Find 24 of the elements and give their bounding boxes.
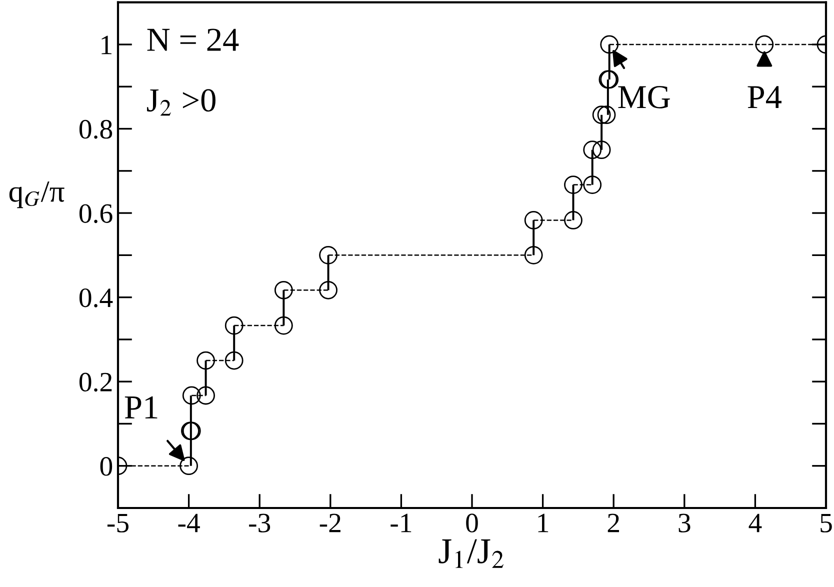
- x-tick-label: -2: [320, 514, 340, 532]
- annotation: N = 24: [147, 28, 239, 51]
- y-tick-label: 0.6: [79, 204, 112, 224]
- x-tick-label: -1: [390, 514, 412, 532]
- y-tick-label: 0.2: [79, 372, 112, 392]
- y-tick-label: 0.8: [79, 120, 112, 139]
- annotation: P1: [124, 396, 158, 418]
- annotation: MG: [618, 86, 670, 108]
- x-tick-label: 3: [678, 514, 690, 532]
- x-tick-label: -5: [107, 514, 128, 532]
- x-tick-label: 0: [466, 514, 478, 532]
- x-tick-label: 4: [748, 514, 762, 532]
- x-tick-label: 5: [820, 514, 832, 532]
- annotation: J$_{2}$ >0: [147, 89, 216, 116]
- x-tick-label: 1: [538, 514, 548, 532]
- y-tick-label: 0.4: [79, 288, 113, 308]
- x-tick-label: -3: [249, 514, 270, 532]
- y-axis-title: q$_{G}$/π: [9, 181, 64, 208]
- x-axis-title: J$_{1}$/J$_{2}$: [438, 539, 504, 568]
- x-tick-label: 2: [608, 514, 620, 532]
- x-tick-label: -4: [178, 514, 200, 532]
- y-tick-label: 1: [102, 36, 112, 54]
- annotation: P4: [748, 86, 782, 108]
- y-tick-label: 0: [100, 457, 112, 476]
